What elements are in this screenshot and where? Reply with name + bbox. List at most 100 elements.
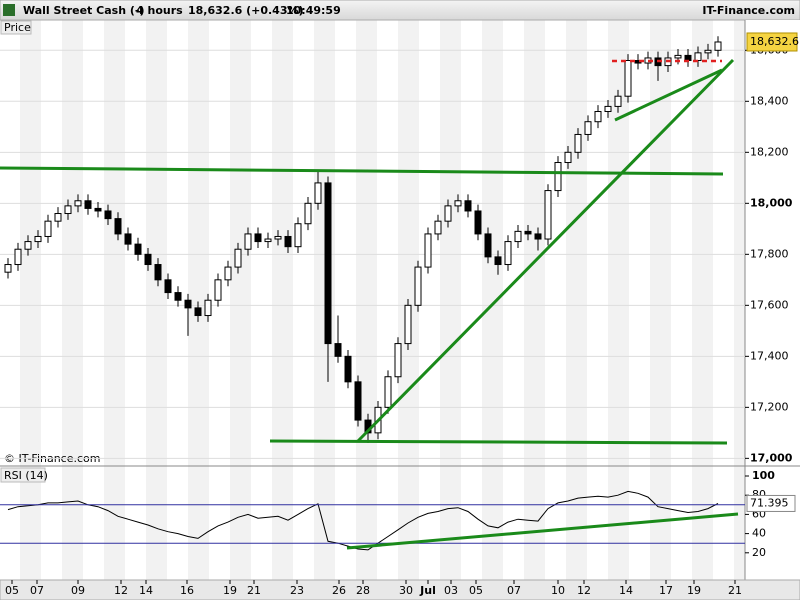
candle-body [444, 205, 452, 222]
candle-body [124, 233, 132, 245]
candle-body [524, 230, 532, 235]
y-tick-label: 100 [752, 469, 775, 482]
x-tick-label: 05 [5, 584, 19, 597]
x-axis-bar [0, 579, 800, 600]
candle-body [354, 381, 362, 421]
candle-body [324, 182, 332, 345]
period: 4 hours [136, 4, 183, 17]
candle-body [554, 162, 562, 192]
candle-body [334, 343, 342, 357]
candle-body [54, 213, 62, 222]
last-value-box [746, 494, 796, 512]
candle-body [24, 241, 32, 250]
candle-body [4, 264, 12, 273]
trendline [0, 166, 724, 176]
time: 10:49:59 [286, 4, 341, 17]
panel-tag [0, 20, 32, 35]
y-tick-label: 17,800 [750, 247, 789, 260]
candle-body [184, 299, 192, 309]
stripe [440, 20, 461, 580]
x-tick-label: 30 [399, 584, 413, 597]
rsi-line [7, 490, 719, 551]
trendlines [0, 58, 739, 550]
x-tick-label: 21 [728, 584, 742, 597]
candle-body [514, 230, 522, 243]
x-tick-label: 07 [30, 584, 44, 597]
candle-body [674, 54, 682, 59]
stripe [272, 20, 293, 580]
candle-body [304, 202, 312, 225]
candle-body [14, 248, 22, 266]
x-tick-label: 17 [659, 584, 673, 597]
x-tick-label: 10 [551, 584, 565, 597]
candle-body [274, 235, 282, 240]
x-tick-label: 23 [290, 584, 304, 597]
panel-title: RSI (14) [4, 469, 48, 482]
y-tick-label: 17,400 [750, 349, 789, 362]
candle-body [244, 233, 252, 250]
candle-body [314, 182, 322, 204]
candle-body [104, 210, 112, 220]
y-tick-label: 17,000 [750, 451, 793, 464]
y-tick-label: 18,400 [750, 94, 789, 107]
y-tick-label: 20 [752, 546, 766, 559]
candle-body [34, 235, 42, 243]
y-tick-label: 18,200 [750, 145, 789, 158]
trendline [269, 439, 728, 445]
x-tick-label: 28 [356, 584, 370, 597]
candle-body [164, 279, 172, 294]
candle-body [584, 121, 592, 135]
candle-body [564, 151, 572, 164]
candle-body [384, 376, 392, 408]
stripe [608, 20, 629, 580]
candle-body [284, 235, 292, 248]
trendline [346, 512, 739, 550]
candle-body [614, 95, 622, 107]
x-tick-label: 21 [247, 584, 261, 597]
candle-body [234, 248, 242, 268]
last-price-label: 18,632.6 [750, 35, 799, 48]
candle-body [534, 233, 542, 240]
candle-body [714, 41, 722, 51]
stripe [356, 20, 377, 580]
stripe [482, 20, 503, 580]
candle-body [294, 223, 302, 248]
candle-body [414, 266, 422, 306]
candle-body [604, 105, 612, 113]
panel-title: Price [4, 21, 31, 34]
candle-body [494, 256, 502, 266]
candle-body [174, 292, 182, 301]
candle-body [574, 133, 582, 153]
candle-body [484, 233, 492, 258]
candle-body [594, 111, 602, 123]
candle-body [74, 200, 82, 207]
x-tick-label: 09 [71, 584, 85, 597]
candle-body [474, 210, 482, 235]
stripe [20, 20, 41, 580]
candle-body [254, 233, 262, 243]
panel-tag [0, 467, 46, 483]
candle-body [424, 233, 432, 268]
stripe [146, 20, 167, 580]
candle-body [704, 49, 712, 54]
candle-body [464, 200, 472, 212]
quote: 18,632.6 (+0.43%) [188, 4, 304, 17]
trendline [356, 58, 735, 443]
candle-body [44, 220, 52, 237]
candle-body [224, 266, 232, 281]
y-tick-label: 40 [752, 527, 766, 540]
candle-body [394, 343, 402, 378]
stripe [104, 20, 125, 580]
icon [3, 4, 15, 16]
instrument: Wall Street Cash (-) [23, 4, 144, 17]
candle-body [504, 241, 512, 266]
candle-body [144, 253, 152, 266]
x-tick-label: 12 [114, 584, 128, 597]
candle-body [684, 54, 692, 62]
x-tick-label: 12 [577, 584, 591, 597]
candle-body [154, 264, 162, 281]
price-panel [0, 36, 745, 551]
candle-body [694, 52, 702, 62]
stripe [230, 20, 251, 580]
